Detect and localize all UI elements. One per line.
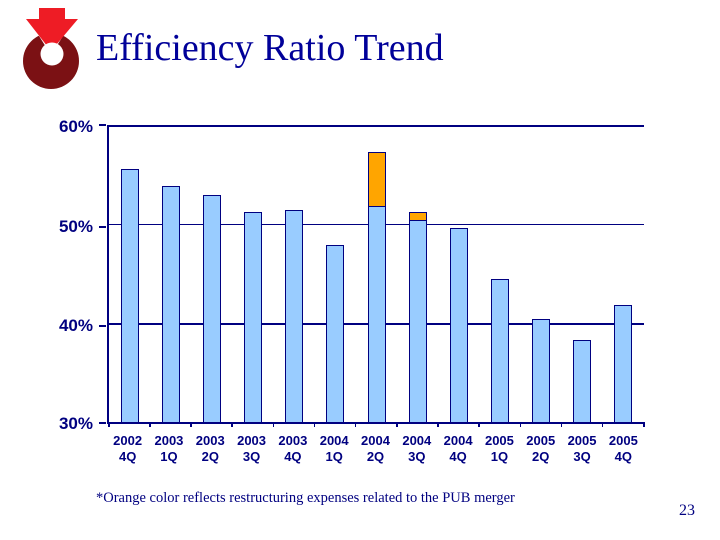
y-axis-label-60: 60% [58, 117, 93, 136]
bar-2004-2q-restructuring-segment [367, 151, 386, 207]
x-axis-tick [478, 422, 480, 427]
bar-2003-1q [161, 186, 180, 422]
y-axis-tick [99, 325, 106, 327]
y-axis-label-50: 50% [58, 217, 93, 236]
x-axis-tick [396, 422, 398, 427]
bar-2003-2q [202, 195, 221, 422]
bar-2002-4q [120, 168, 139, 422]
x-axis-tick [519, 422, 522, 427]
bar-2003-3q [244, 212, 263, 422]
x-axis-labels: 2002 4Q 2003 1Q 2003 2Q 2003 3Q 2003 4Q 2004 1Q 2004… [107, 433, 644, 467]
x-axis-label-2004-2q: 2004 2Q [361, 433, 390, 464]
x-axis-tick [560, 422, 563, 427]
x-axis-label-2005-4q: 2005 4Q [608, 433, 638, 464]
x-axis-label-2003-4q: 2003 4Q [278, 433, 308, 464]
x-axis-label-2002-4q: 2002 4Q [113, 433, 143, 464]
x-axis-tick [313, 422, 316, 427]
page-number: 23 [679, 502, 695, 519]
x-axis-tick [437, 422, 439, 427]
bar-2004-3q [408, 220, 427, 422]
bar-2004-1q [326, 244, 345, 422]
y-axis-tick [99, 226, 106, 228]
x-axis-label-2003-1q: 2003 1Q [154, 433, 184, 464]
x-axis-tick [354, 422, 357, 427]
bar-2004-3q-restructuring-segment [408, 212, 427, 221]
x-axis-label-2003-3q: 2003 3Q [237, 433, 267, 464]
y-axis-label-40: 40% [58, 316, 93, 335]
bar-2005-2q [532, 319, 551, 422]
y-axis-tick [99, 124, 106, 126]
bar-2005-1q [490, 279, 509, 422]
y-axis-tick [99, 422, 106, 424]
y-axis-label-30: 30% [58, 414, 93, 433]
bar-2004-4q [449, 227, 468, 422]
x-axis-tick [231, 422, 233, 427]
x-axis-label-2004-1q: 2004 1Q [319, 433, 349, 464]
company-logo-icon [22, 8, 80, 89]
bar-2005-3q [573, 339, 592, 422]
bar-2003-4q [285, 210, 304, 422]
x-axis-label-2005-1q: 2005 1Q [484, 433, 514, 464]
bar-2004-2q [367, 206, 386, 422]
bar-2005-4q [614, 305, 633, 422]
page-title: Efficiency Ratio Trend [96, 27, 444, 69]
x-axis-tick [272, 422, 275, 427]
x-axis-tick [601, 422, 604, 427]
x-axis-tick [190, 422, 192, 427]
x-axis-label-2005-2q: 2005 2Q [526, 433, 556, 464]
x-axis-label-2004-3q: 2004 3Q [402, 433, 432, 464]
gridline-60 [109, 125, 644, 127]
x-axis-label-2004-4q: 2004 4Q [443, 433, 473, 464]
x-axis-tick [108, 422, 110, 427]
efficiency-ratio-chart [107, 125, 645, 427]
x-axis-tick [149, 422, 151, 427]
x-axis-label-2003-2q: 2003 2Q [195, 433, 225, 464]
footnote: *Orange color reflects restructuring exp… [96, 490, 515, 506]
x-axis-label-2005-3q: 2005 3Q [567, 433, 597, 464]
x-axis-tick [643, 422, 645, 427]
